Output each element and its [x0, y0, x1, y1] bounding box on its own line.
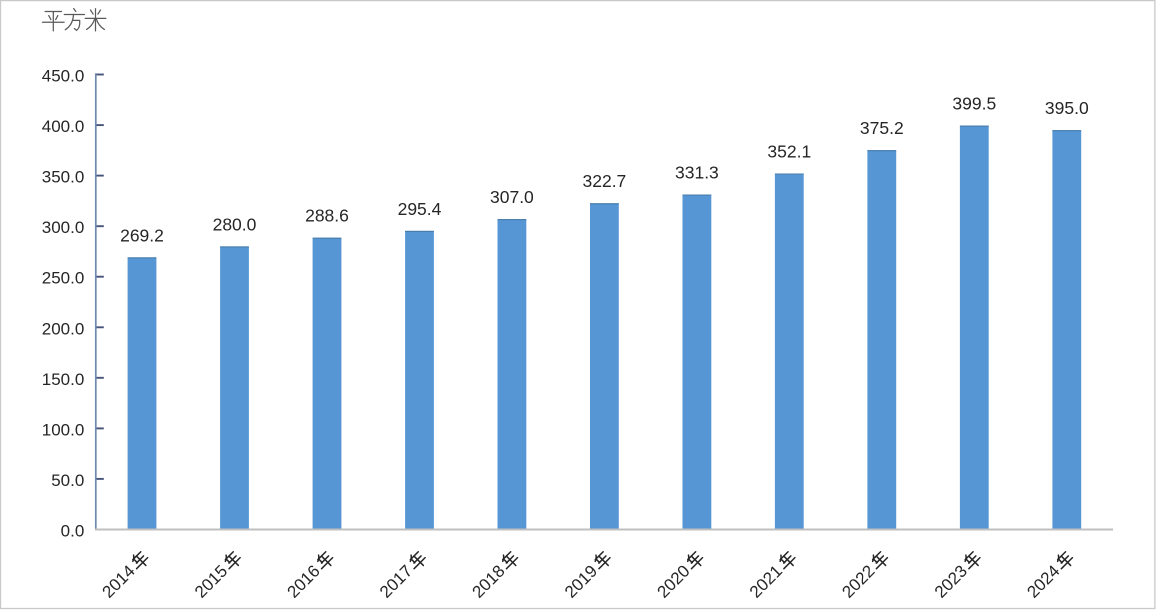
svg-text:375.2: 375.2	[860, 118, 904, 138]
svg-text:450.0: 450.0	[42, 67, 85, 86]
svg-text:0.0: 0.0	[61, 522, 85, 541]
svg-text:395.0: 395.0	[1045, 98, 1089, 118]
svg-text:350.0: 350.0	[42, 168, 85, 187]
svg-text:400.0: 400.0	[42, 117, 85, 136]
svg-text:250.0: 250.0	[42, 269, 85, 288]
svg-text:288.6: 288.6	[305, 206, 349, 226]
svg-text:50.0: 50.0	[51, 471, 84, 490]
svg-text:100.0: 100.0	[42, 420, 85, 439]
svg-text:269.2: 269.2	[120, 225, 164, 245]
svg-text:295.4: 295.4	[398, 199, 442, 219]
svg-text:352.1: 352.1	[767, 142, 811, 162]
svg-text:331.3: 331.3	[675, 163, 719, 183]
svg-text:200.0: 200.0	[42, 319, 85, 338]
svg-text:300.0: 300.0	[42, 218, 85, 237]
svg-text:307.0: 307.0	[490, 187, 534, 207]
svg-text:399.5: 399.5	[952, 94, 996, 114]
svg-text:280.0: 280.0	[213, 214, 257, 234]
svg-text:322.7: 322.7	[583, 171, 627, 191]
svg-text:150.0: 150.0	[42, 370, 85, 389]
